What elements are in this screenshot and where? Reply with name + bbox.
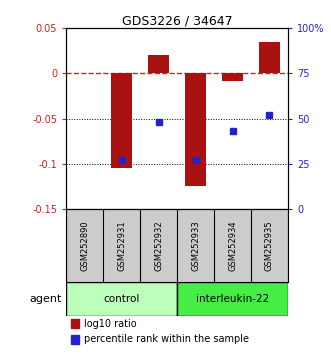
Bar xyxy=(112,73,132,168)
Bar xyxy=(177,282,288,316)
Bar xyxy=(66,282,177,316)
Text: percentile rank within the sample: percentile rank within the sample xyxy=(84,334,249,344)
Title: GDS3226 / 34647: GDS3226 / 34647 xyxy=(122,14,232,27)
Text: control: control xyxy=(104,294,140,304)
Bar xyxy=(148,55,169,73)
Text: interleukin-22: interleukin-22 xyxy=(196,294,269,304)
Bar xyxy=(71,335,79,344)
Bar xyxy=(71,319,79,328)
Bar xyxy=(259,42,280,73)
Text: GSM252933: GSM252933 xyxy=(191,220,200,271)
Text: GSM252931: GSM252931 xyxy=(117,220,126,271)
Text: GSM252890: GSM252890 xyxy=(80,220,89,271)
Bar xyxy=(222,73,243,81)
Text: agent: agent xyxy=(29,294,62,304)
Text: GSM252934: GSM252934 xyxy=(228,220,237,271)
Text: log10 ratio: log10 ratio xyxy=(84,319,137,329)
Text: GSM252935: GSM252935 xyxy=(265,220,274,271)
Bar xyxy=(185,73,206,186)
Text: GSM252932: GSM252932 xyxy=(154,220,163,271)
